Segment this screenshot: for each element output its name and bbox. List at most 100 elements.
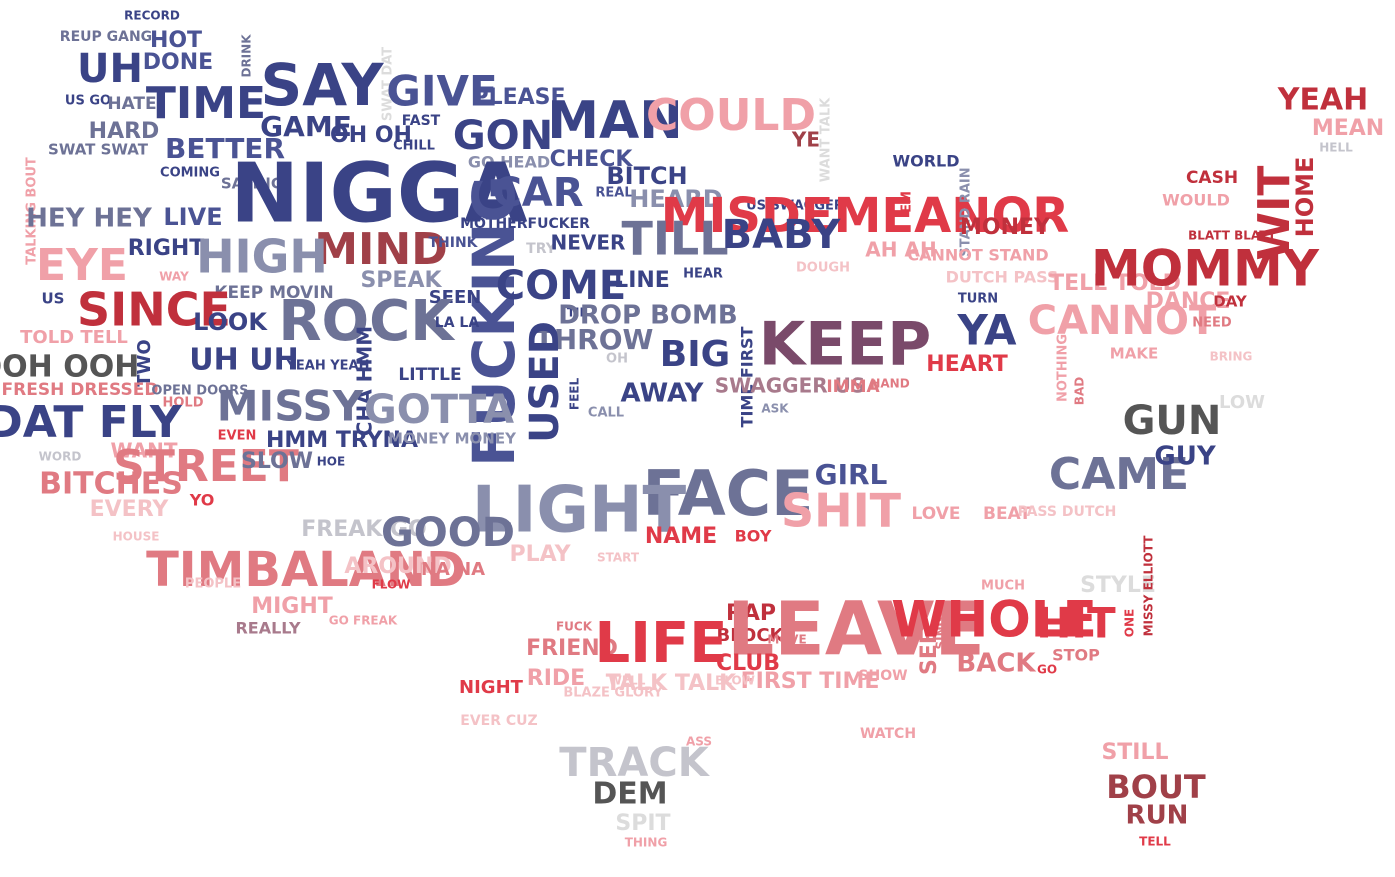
word-check: CHECK [550,147,634,172]
word-night: NIGHT [459,677,524,698]
word-friend: FRIEND [526,636,618,661]
word-ass: ASS [686,735,712,749]
word-big: BIG [660,334,730,375]
word-us-go: US GO [65,94,111,109]
word-la-la: LA LA [435,315,480,331]
word-told-tell: TOLD TELL [20,327,128,348]
word-well: WELL [609,674,646,688]
word-used: USED [522,321,568,443]
word-blow: BLOW [715,674,755,688]
word-cha-hmm: CHA HMM [353,326,377,436]
word-seen: SEEN [429,287,482,308]
word-life: LIFE [594,611,727,676]
word-show: SHOW [858,668,907,684]
word-still: STILL [1101,740,1168,765]
word-way: WAY [159,270,189,284]
word-coming: COMING [160,166,220,181]
word-beat: BEAT [983,504,1031,524]
word-want: WANT [110,439,177,463]
word-guy: GUY [1154,442,1216,472]
word-saying: SAYING [221,175,283,193]
word-keep: KEEP [759,310,931,380]
word-wit: WIT [1249,166,1300,261]
word-hold: HOLD [162,396,203,411]
word-want-talk: WANT TALK [819,97,834,182]
word-ah-ah: AH AH [865,238,936,262]
word-yeah-yeah: YEAH YEAH [286,359,370,374]
word-good: GOOD [381,510,515,556]
word-keep-movin: KEEP MOVIN [214,283,333,303]
word-high: HIGH [196,230,328,284]
word-give: GIVE [386,67,497,116]
word-first-time: FIRST TIME [741,669,880,694]
word-real: REAL [595,186,632,201]
word-throw: THROW [535,323,654,356]
word-might: MIGHT [251,594,333,619]
word-yeah: YEAH [1277,83,1369,118]
word-ya: YA [957,306,1017,355]
word-ye: YE [791,128,820,152]
word-yo: YO [189,491,215,510]
word-missy: MISSY [217,382,364,431]
word-flow: FLOW [372,578,411,592]
word-cash: CASH [1186,168,1238,188]
word-could: COULD [646,90,816,141]
word-since: SINCE [77,283,231,337]
word-boy: BOY [735,527,772,546]
word-heard: HEARD [629,185,722,213]
word-sing: SING [934,617,948,650]
word-much: MUCH [981,579,1025,594]
word-bitch: BITCH [606,162,687,190]
word-dem: DEM [592,777,667,812]
word-blaze-glory: BLAZE GLORY [563,686,663,701]
word-misdemeanor: MISDEMEANOR [661,188,1069,244]
word-word: WORD [39,450,82,464]
word-light: LIGHT [472,474,687,548]
word-dat-fly: DAT FLY [0,397,183,448]
word-drink: DRINK [240,34,254,78]
word-heart: HEART [926,352,1007,377]
word-right: RIGHT [128,236,205,261]
word-street: STREET [113,441,299,492]
word-start: START [597,551,640,565]
word-ride: RIDE [527,666,585,691]
word-talk-talk: TALK TALK [606,671,737,696]
word-really: REALLY [235,619,301,638]
word-stand-rain: STAND RAIN [959,167,974,256]
word-fuck: FUCK [556,620,593,634]
word-make: MAKE [1110,345,1158,363]
word-pass-dutch: PASS DUTCH [1018,504,1117,520]
word-hard: HARD [89,119,160,144]
word-missy-elliott: MISSY ELLIOTT [1142,535,1156,637]
word-style: STYLE [1080,573,1156,598]
word-game: GAME [260,110,352,143]
word-fast: FAST [402,113,441,129]
word-bad: BAD [1073,377,1087,405]
word-away: AWAY [621,379,705,409]
word-thing: THING [625,836,668,850]
word-uh-uh: UH UH [189,343,298,378]
word-dance: DANCE [1146,289,1231,314]
word-done: DONE [143,50,213,75]
word-bout: BOUT [1106,768,1206,806]
word-would: WOULD [1162,191,1230,210]
word-money: MONEY [960,215,1051,240]
word-one: ONE [1123,609,1137,637]
word-leave: LEAVE [727,587,985,673]
word-oh-oh: OH OH [330,123,412,148]
word-never: NEVER [551,231,626,255]
word-bitches: BITCHES [39,467,183,502]
word-spit: SPIT [615,811,670,836]
word-us-swagger: US SWAGGER [746,199,844,214]
word-freak-go: FREAK GO [301,517,427,542]
word-hear: HEAR [683,267,723,282]
word-chill: CHILL [393,139,435,154]
word-face: FACE [642,457,813,530]
word-back: BACK [956,649,1036,679]
word-think: THINK [428,235,478,251]
word-swat-dat: SWAT DAT [381,47,396,121]
word-fresh-dressed: FRESH DRESSED [2,380,159,400]
word-live: LIVE [163,203,222,231]
word-gun: GUN [1123,398,1222,444]
